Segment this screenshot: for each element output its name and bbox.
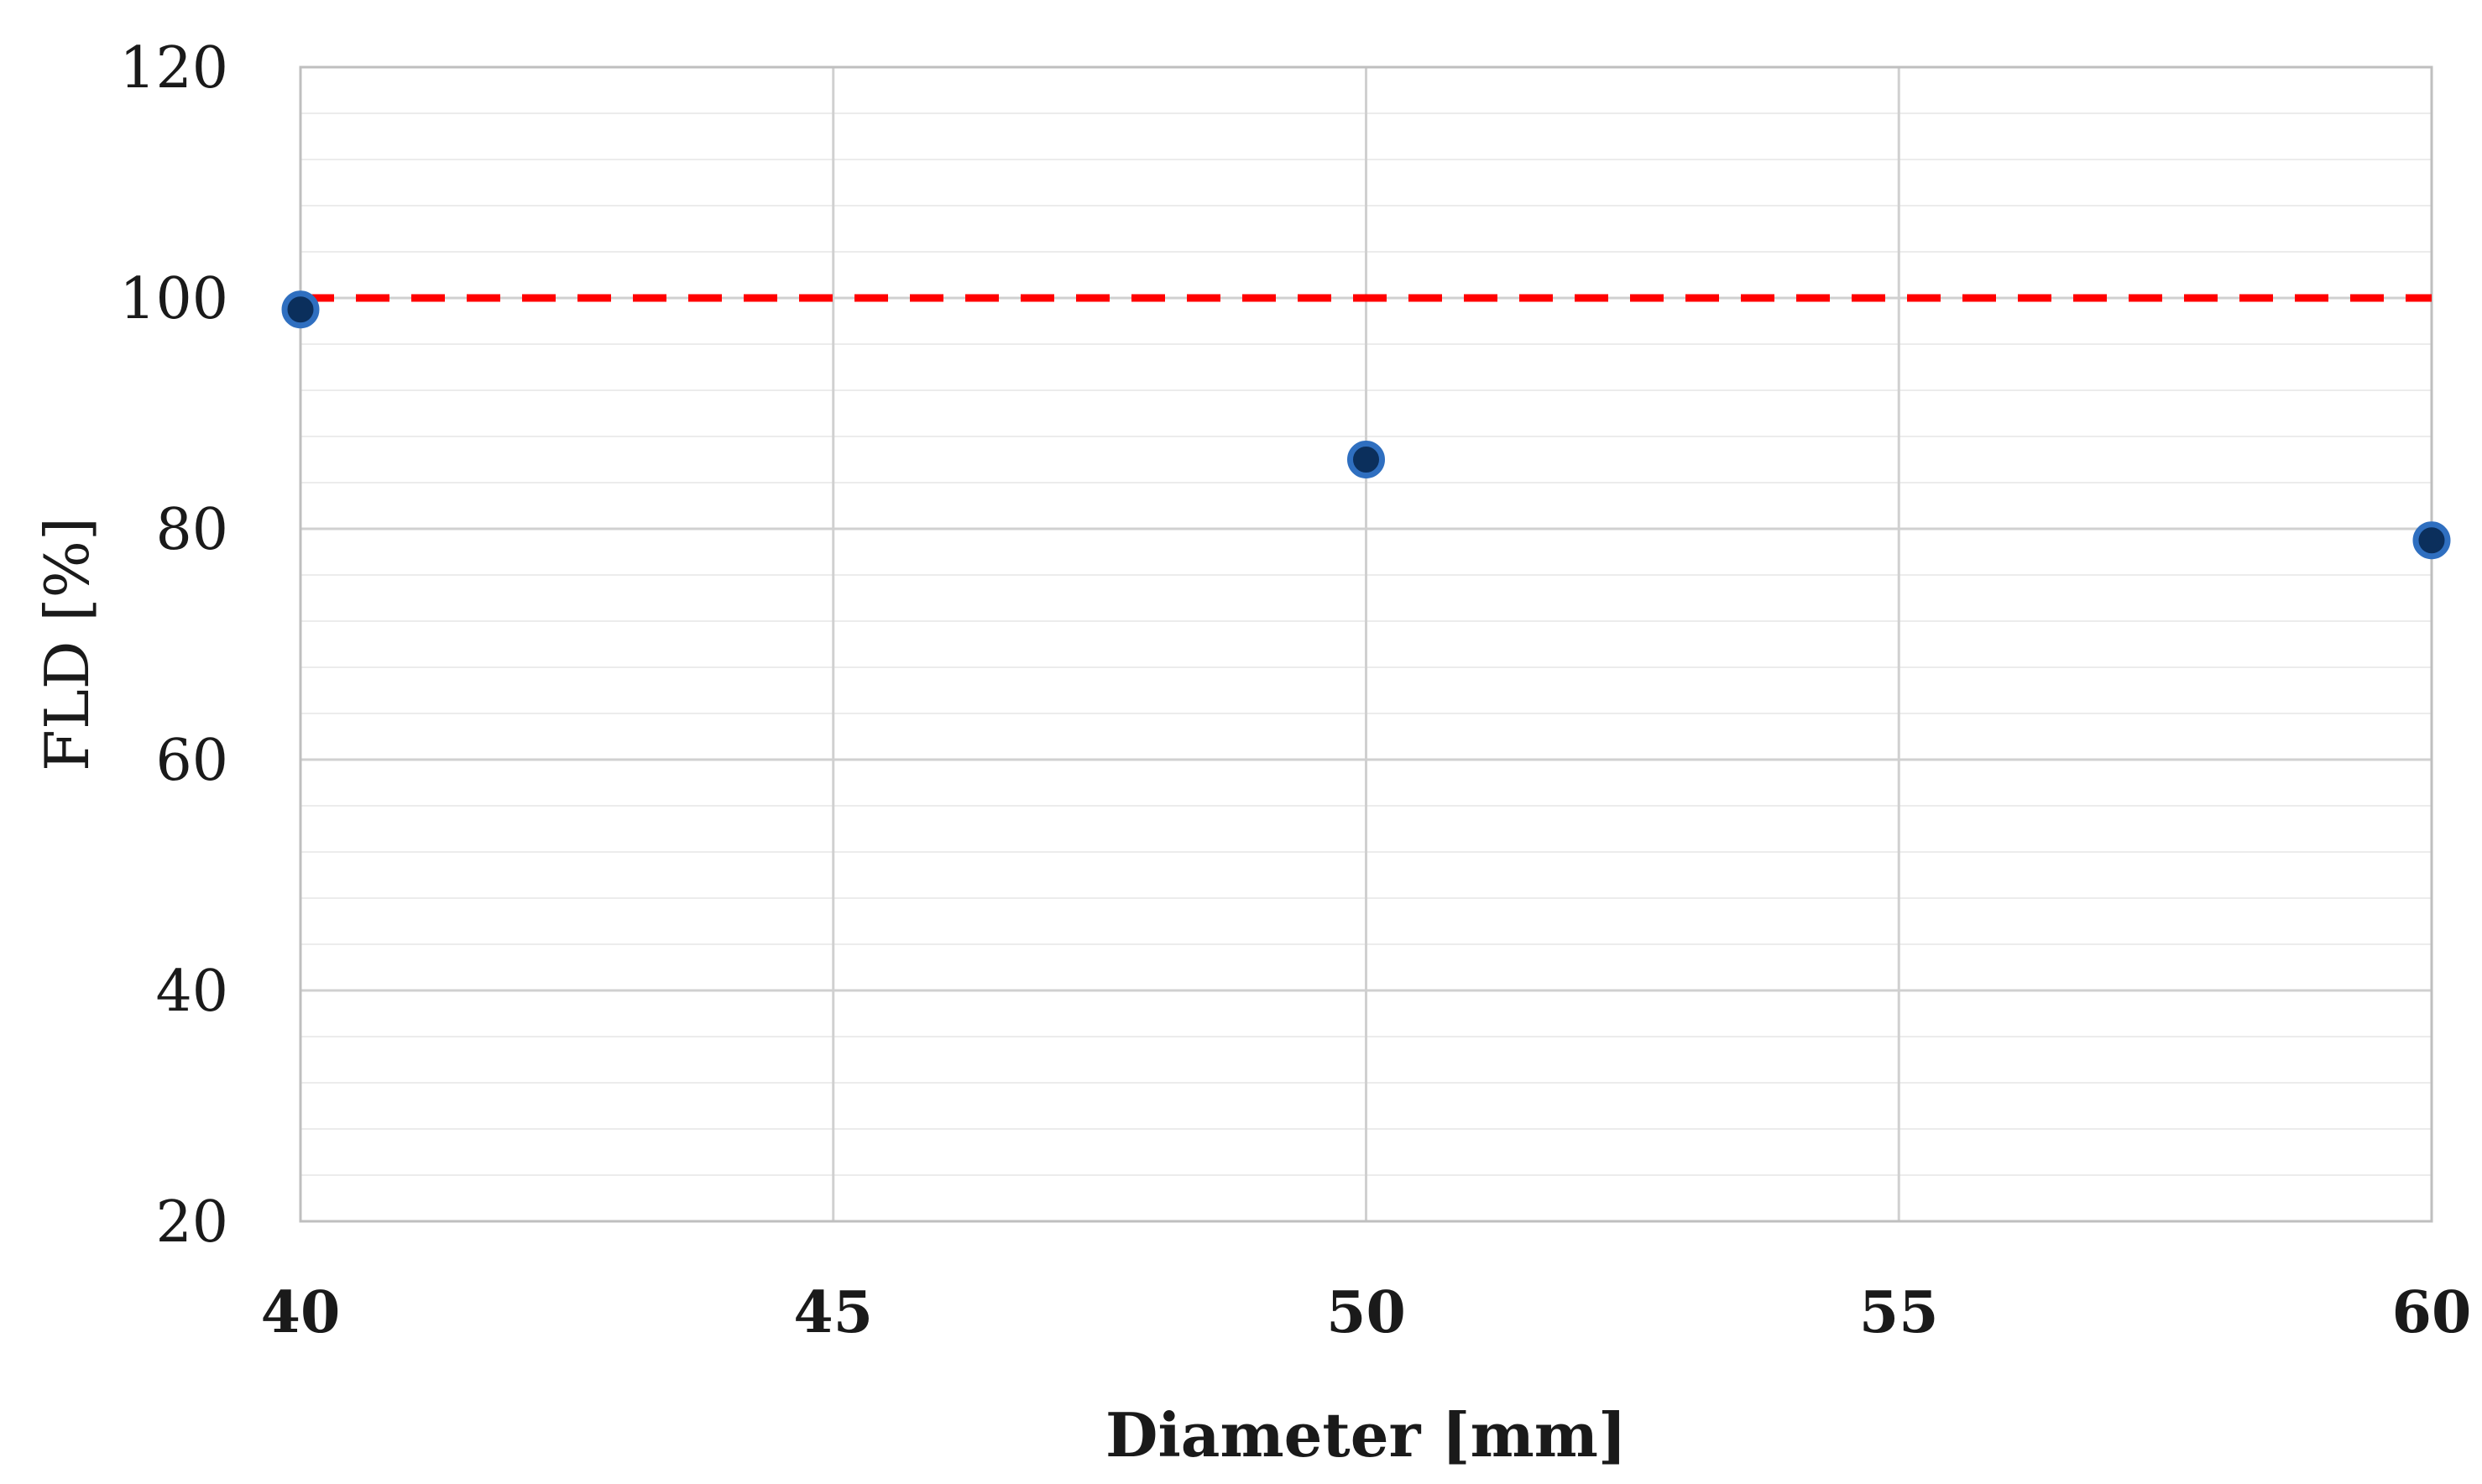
x-axis-title: Diameter [mm] bbox=[1105, 1399, 1627, 1471]
y-tick-label: 80 bbox=[155, 497, 228, 563]
y-tick-label: 20 bbox=[155, 1189, 228, 1256]
x-tick-label: 45 bbox=[793, 1279, 873, 1346]
x-tick-label: 60 bbox=[2392, 1279, 2472, 1346]
x-tick-label: 50 bbox=[1326, 1279, 1406, 1346]
data-point bbox=[2412, 521, 2451, 560]
x-tick-label: 55 bbox=[1859, 1279, 1939, 1346]
major-gridlines bbox=[299, 65, 2433, 1223]
y-tick-label: 120 bbox=[119, 35, 228, 102]
data-points bbox=[281, 290, 2451, 560]
y-tick-label: 60 bbox=[155, 728, 228, 794]
y-axis-tick-labels: 20 40 60 80 100 120 bbox=[119, 35, 228, 1256]
y-tick-label: 100 bbox=[119, 266, 228, 332]
plot-area-frame bbox=[299, 65, 2433, 1223]
data-point bbox=[1347, 441, 1385, 478]
x-tick-label: 40 bbox=[261, 1279, 341, 1346]
x-axis-tick-labels: 40 45 50 55 60 bbox=[261, 1279, 2472, 1346]
y-tick-label: 40 bbox=[155, 959, 228, 1025]
y-axis-title: FLD [%] bbox=[32, 517, 102, 771]
data-point bbox=[281, 290, 320, 329]
